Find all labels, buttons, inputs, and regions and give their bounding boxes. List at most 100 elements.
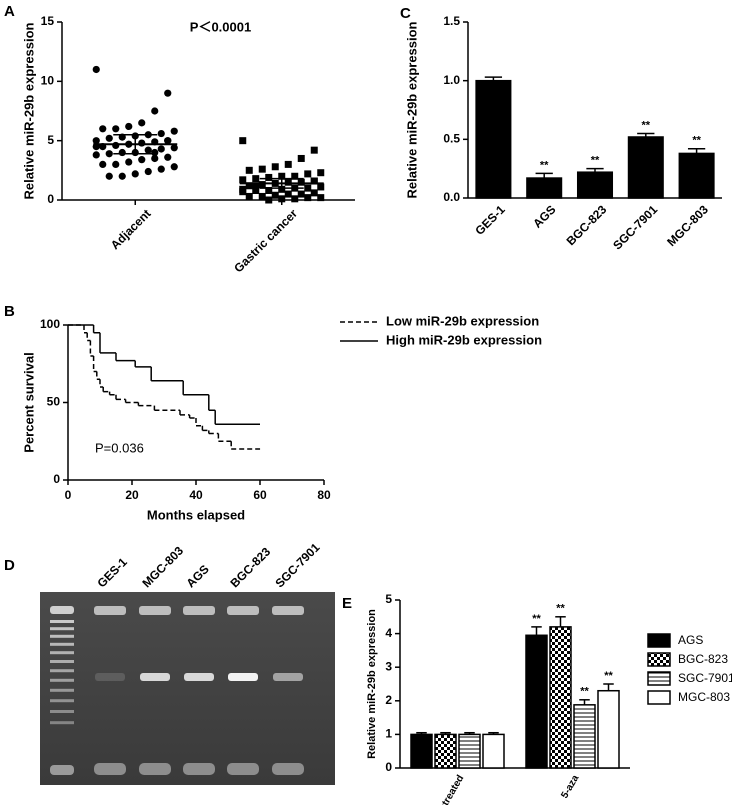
data-point xyxy=(245,182,253,190)
panel-label: E xyxy=(342,595,352,612)
ladder-band xyxy=(50,688,74,692)
data-point xyxy=(112,141,120,150)
significance: ** xyxy=(604,670,613,682)
legend-swatch xyxy=(647,690,671,705)
primer-band xyxy=(227,763,259,775)
bar xyxy=(458,733,481,769)
significance: ** xyxy=(692,135,701,147)
legend-label: Low miR-29b expression xyxy=(386,313,539,328)
y-tick-label: 5 xyxy=(47,133,54,147)
lane-label: SGC-7901 xyxy=(272,540,322,590)
lane-label: GES-1 xyxy=(94,555,130,591)
x-tick-label: Adjacent xyxy=(108,206,154,252)
data-point xyxy=(118,172,126,180)
data-point xyxy=(271,191,279,199)
data-point xyxy=(278,195,286,203)
data-point xyxy=(284,178,292,186)
data-point xyxy=(265,187,273,195)
y-tick-label: 100 xyxy=(40,317,60,331)
ladder-band xyxy=(50,642,74,646)
data-point xyxy=(258,181,266,189)
significance: ** xyxy=(642,119,651,131)
data-point xyxy=(112,160,120,168)
data-point xyxy=(99,125,107,133)
y-axis-label: Percent survival xyxy=(21,352,36,452)
data-point xyxy=(151,154,159,163)
ladder-band xyxy=(50,699,74,703)
data-point xyxy=(118,148,126,157)
y-axis-label: Relative miR-29b expression xyxy=(404,21,419,198)
ladder-band xyxy=(50,660,74,663)
x-tick-label: Gastric cancer xyxy=(231,206,300,275)
y-tick-label: 0 xyxy=(385,760,392,774)
well xyxy=(272,606,304,615)
data-point xyxy=(105,172,113,180)
ladder-band xyxy=(50,721,74,725)
data-point xyxy=(170,127,178,135)
y-tick-label: 5 xyxy=(385,592,392,606)
p-value: P＜0.0001 xyxy=(190,19,251,34)
x-tick-label: GES-1 xyxy=(472,202,508,238)
ladder-band xyxy=(50,678,74,682)
data-point xyxy=(317,169,325,177)
data-point xyxy=(278,185,286,193)
ladder-well xyxy=(50,606,74,614)
product-band xyxy=(184,673,214,681)
y-tick-label: 0 xyxy=(47,192,54,206)
bar xyxy=(576,171,614,199)
significance: ** xyxy=(591,155,600,167)
data-point xyxy=(258,165,266,173)
bar xyxy=(678,152,715,199)
ladder-band xyxy=(50,651,74,655)
data-point xyxy=(245,166,253,174)
data-point xyxy=(170,163,178,171)
panel-label: B xyxy=(4,303,15,320)
ladder-band xyxy=(50,710,74,713)
data-point xyxy=(304,184,312,192)
x-tick-label: 20 xyxy=(125,488,139,502)
y-tick-label: 0 xyxy=(53,472,60,486)
bar xyxy=(482,733,505,769)
panel-label: C xyxy=(400,5,411,22)
data-point xyxy=(265,196,273,204)
primer-band xyxy=(94,763,126,775)
x-tick-label: 0 xyxy=(65,488,72,502)
product-band xyxy=(273,673,303,681)
data-point xyxy=(125,122,133,131)
data-point xyxy=(245,192,253,200)
data-point xyxy=(138,139,146,147)
data-point xyxy=(284,160,292,168)
data-point xyxy=(92,151,100,159)
well xyxy=(183,606,215,615)
gel-image xyxy=(40,592,335,785)
data-point xyxy=(239,137,247,145)
well xyxy=(139,606,171,615)
x-tick-label: 60 xyxy=(253,488,267,502)
x-axis-label: Months elapsed xyxy=(147,507,245,522)
lane-label: BGC-823 xyxy=(227,544,273,590)
bar xyxy=(410,733,433,769)
x-tick-label: BGC-823 xyxy=(564,202,610,248)
bar xyxy=(434,733,457,769)
ladder-bottom xyxy=(50,765,74,775)
significance: ** xyxy=(532,613,541,625)
bar xyxy=(475,79,512,199)
y-tick-label: 4 xyxy=(385,626,392,640)
x-tick-label: 80 xyxy=(317,488,331,502)
y-axis-label: Relative miR-29b expression xyxy=(366,609,378,759)
legend-label: SGC-7901 xyxy=(678,671,732,685)
well xyxy=(227,606,259,615)
well xyxy=(94,606,126,615)
data-point xyxy=(99,160,107,168)
legend-label: AGS xyxy=(678,633,703,647)
data-point xyxy=(310,177,318,185)
y-tick-label: 1.0 xyxy=(443,73,460,87)
data-point xyxy=(157,129,165,138)
bar xyxy=(597,689,620,769)
legend-swatch xyxy=(647,633,671,648)
legend-label: MGC-803 xyxy=(678,690,730,704)
data-point xyxy=(278,172,286,180)
data-point xyxy=(157,145,165,153)
ladder-band xyxy=(50,627,74,631)
data-point xyxy=(252,175,260,183)
